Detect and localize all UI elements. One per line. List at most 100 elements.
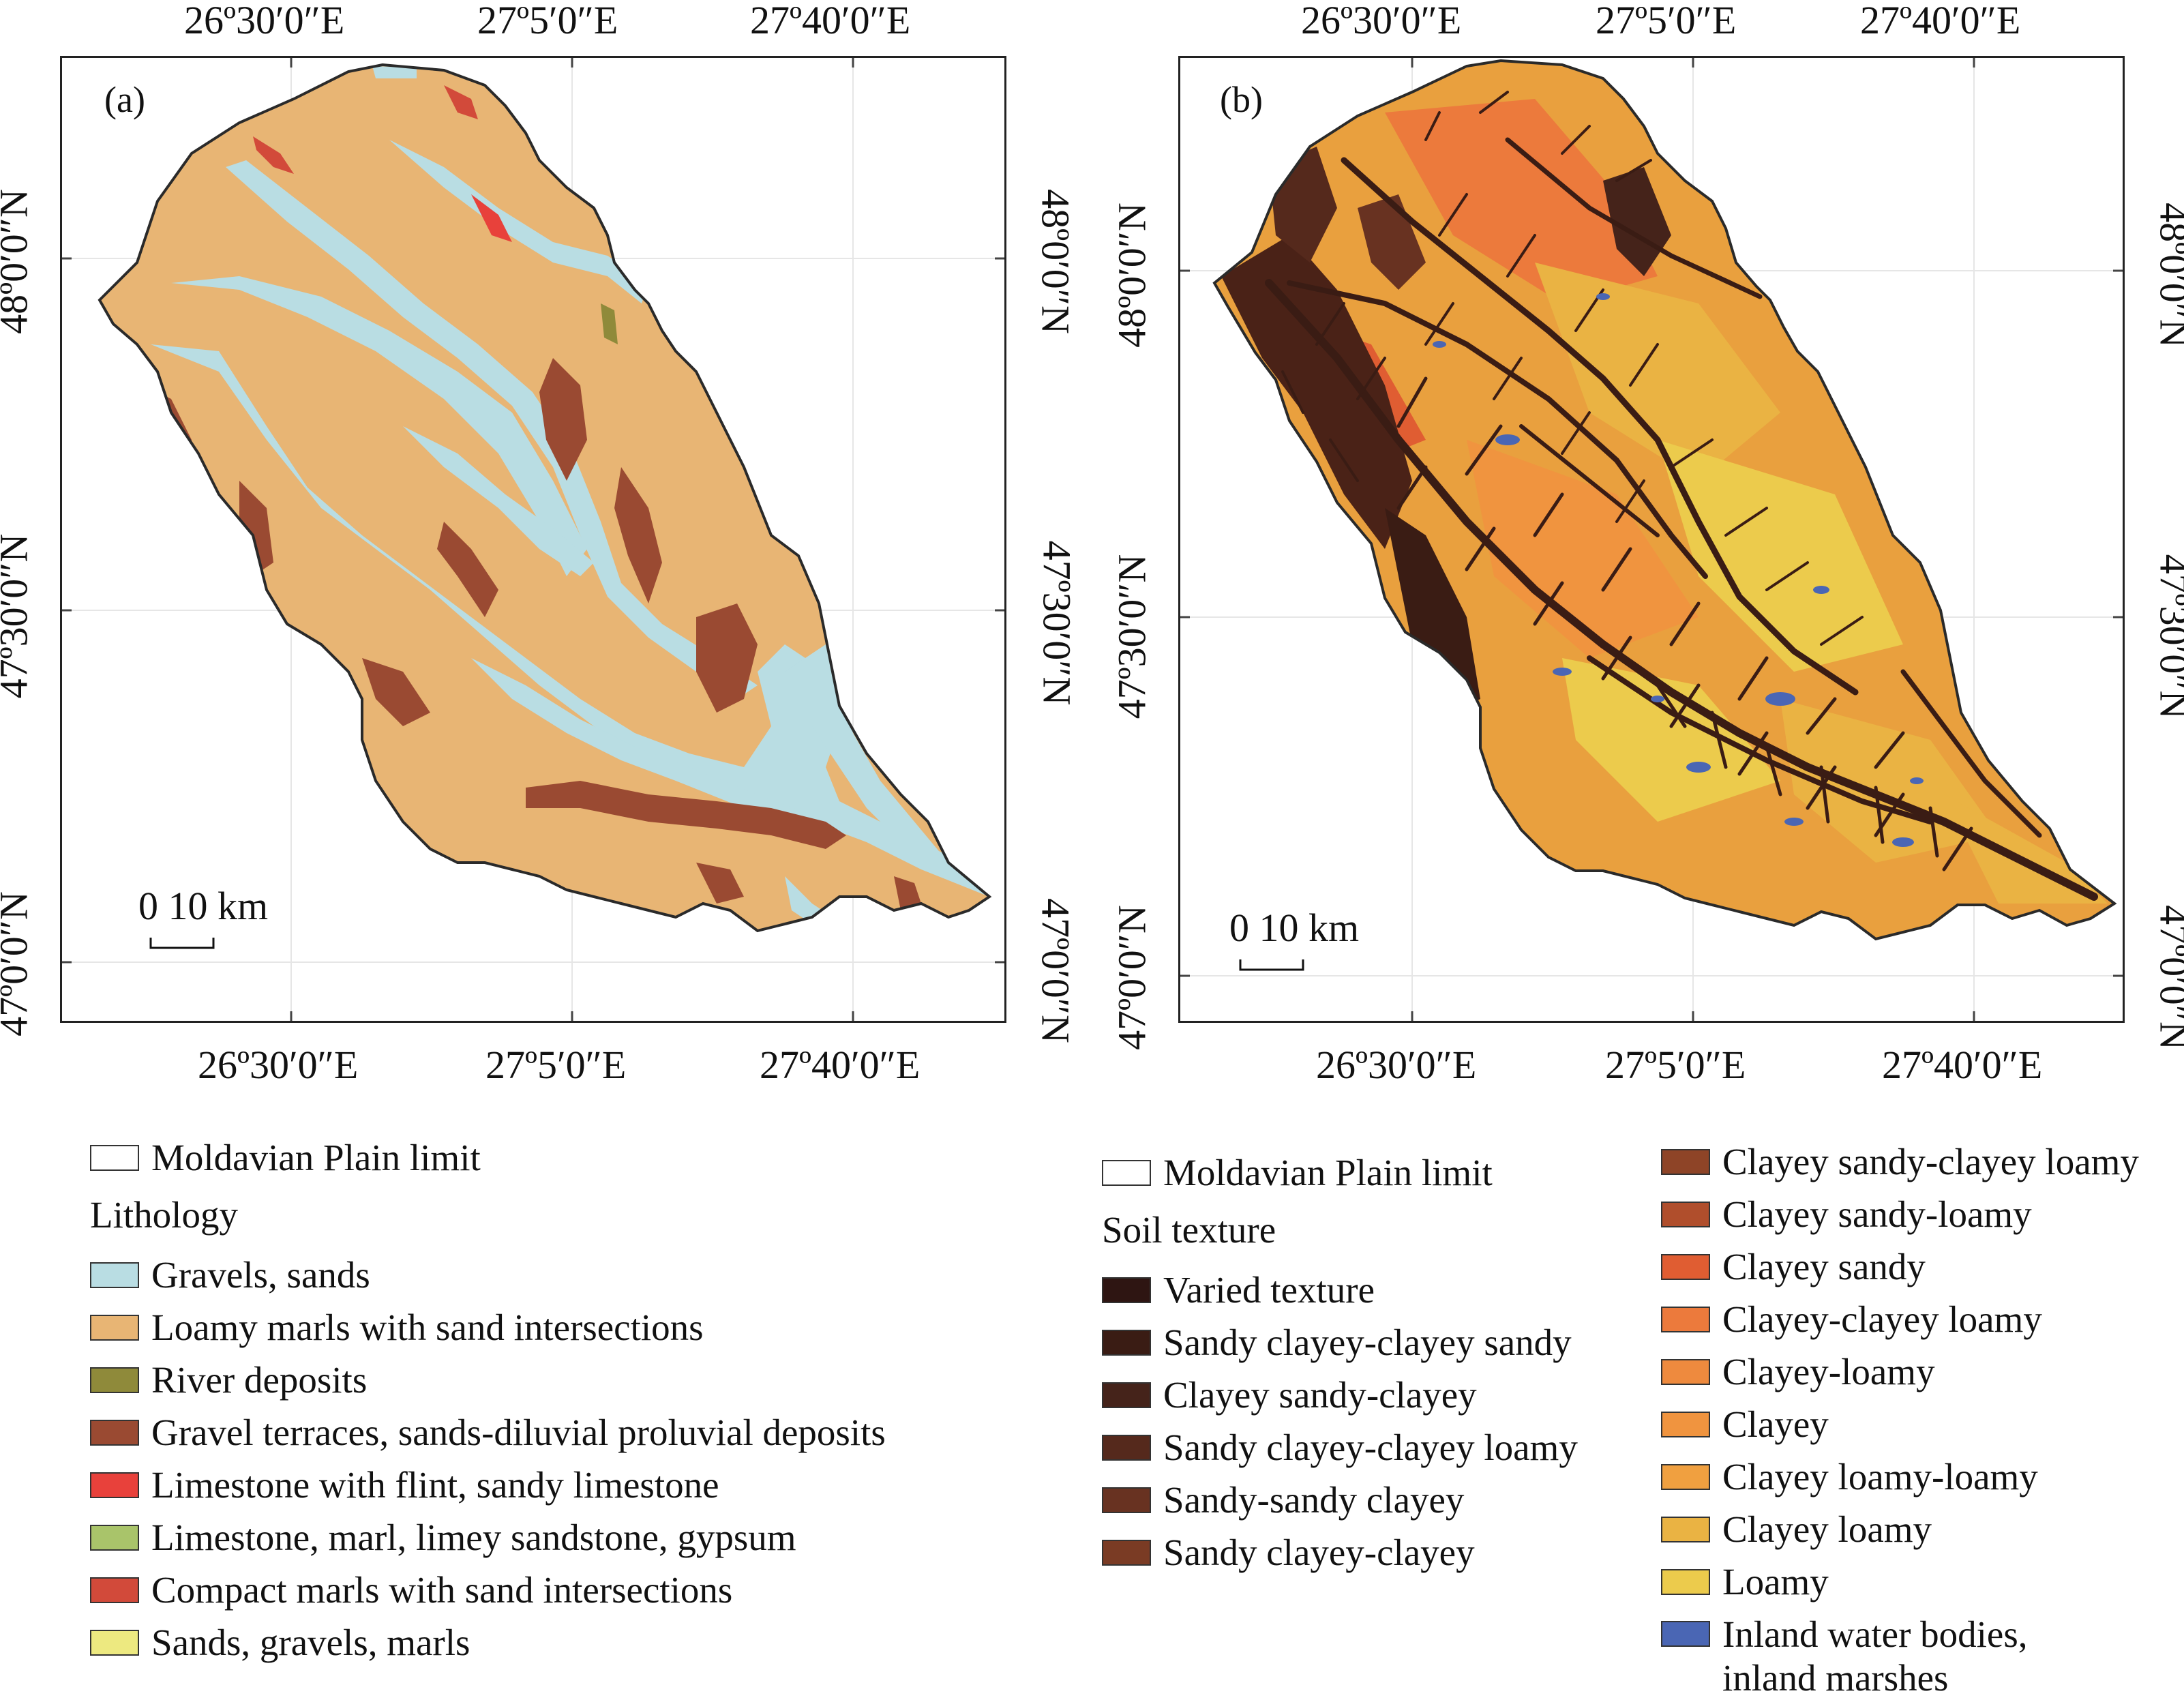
legend-label: Sandy-sandy clayey	[1163, 1478, 1464, 1521]
lon-label-bottom: 26º30′0″E	[1316, 1042, 1476, 1088]
legend-item: Clayey sandy-clayey loamy	[1661, 1140, 2139, 1183]
scale-bar-label: 0 10 km	[138, 883, 268, 929]
lon-label-bottom: 26º30′0″E	[198, 1042, 358, 1088]
legend-swatch	[1661, 1569, 1710, 1595]
legend-swatch	[1661, 1412, 1710, 1437]
legend-swatch	[1102, 1160, 1151, 1186]
legend-item: Inland water bodies, inland marshes	[1661, 1613, 2084, 1700]
legend-item: Sandy clayey-clayey loamy	[1102, 1426, 1578, 1469]
scale-bar	[151, 938, 213, 948]
legend-label: Moldavian Plain limit	[1163, 1151, 1493, 1194]
legend-label: Sandy clayey-clayey sandy	[1163, 1321, 1572, 1364]
lat-label-right: 47º30′0″N	[1034, 528, 1080, 719]
lon-label-top: 27º5′0″E	[477, 0, 618, 43]
lat-label-right: 47º0′0″N	[1033, 882, 1079, 1060]
lon-label-top: 26º30′0″E	[1301, 0, 1461, 43]
legend-label: Inland water bodies, inland marshes	[1722, 1613, 2050, 1700]
scale-bar	[1240, 959, 1303, 970]
legend-item-boundary: Moldavian Plain limit	[1102, 1151, 1493, 1194]
lon-label-bottom: 27º5′0″E	[485, 1042, 626, 1088]
legend-item: Clayey sandy-loamy	[1661, 1193, 2032, 1236]
lat-label-right: 48º0′0″N	[2151, 187, 2184, 364]
lat-label-left: 48º0′0″N	[1109, 187, 1155, 364]
legend-swatch	[90, 1420, 139, 1446]
legend-label: Clayey sandy-clayey loamy	[1722, 1140, 2139, 1183]
lat-label-left: 47º30′0″N	[0, 521, 37, 712]
legend-swatch	[90, 1145, 139, 1171]
legend-swatch	[1102, 1277, 1151, 1303]
legend-swatch	[1661, 1517, 1710, 1542]
legend-item: Loamy	[1661, 1560, 1829, 1603]
legend-label: Clayey-loamy	[1722, 1350, 1935, 1393]
legend-item: Sandy clayey-clayey	[1102, 1531, 1475, 1574]
legend-label: Sandy clayey-clayey	[1163, 1531, 1475, 1574]
legend-item: Limestone with flint, sandy limestone	[90, 1463, 719, 1506]
legend-swatch	[1102, 1540, 1151, 1566]
legend-swatch	[1102, 1435, 1151, 1461]
legend-label: Clayey sandy-clayey	[1163, 1373, 1477, 1416]
legend-swatch	[1661, 1202, 1710, 1227]
soil-texture-fill	[1180, 58, 2123, 1021]
legend-item: Gravel terraces, sands-diluvial proluvia…	[90, 1411, 886, 1454]
legend-swatch	[90, 1315, 139, 1341]
legend-item: Clayey	[1661, 1403, 1829, 1446]
legend-swatch	[90, 1367, 139, 1393]
lat-label-left: 47º0′0″N	[0, 876, 37, 1053]
legend-label: Loamy	[1722, 1560, 1829, 1603]
legend-item: Clayey sandy	[1661, 1245, 1926, 1288]
legend-swatch	[1661, 1307, 1710, 1332]
map-panel-a: (a) 0 10 km	[60, 56, 1006, 1023]
lon-label-top: 26º30′0″E	[184, 0, 344, 43]
legend-swatch	[1661, 1254, 1710, 1280]
legend-item: Clayey sandy-clayey	[1102, 1373, 1477, 1416]
lat-label-right: 47º0′0″N	[2151, 889, 2184, 1067]
legend-label: Clayey loamy-loamy	[1722, 1455, 2038, 1498]
lon-label-bottom: 27º40′0″E	[1882, 1042, 2042, 1088]
panel-label: (a)	[104, 78, 145, 121]
legend-item: Clayey-loamy	[1661, 1350, 1935, 1393]
legend-label: Gravel terraces, sands-diluvial proluvia…	[151, 1411, 886, 1454]
legend-label: Clayey loamy	[1722, 1508, 1932, 1551]
legend-label: Gravels, sands	[151, 1253, 370, 1296]
legend-item: Loamy marls with sand intersections	[90, 1306, 704, 1349]
scale-bar-label: 0 10 km	[1229, 905, 1359, 951]
map-panel-b: (b) 0 10 km	[1178, 56, 2125, 1023]
legend-label: Clayey sandy-loamy	[1722, 1193, 2032, 1236]
legend-label: River deposits	[151, 1358, 367, 1401]
lat-label-right: 47º30′0″N	[2151, 541, 2184, 732]
legend-label: Moldavian Plain limit	[151, 1136, 481, 1179]
lon-label-bottom: 27º40′0″E	[760, 1042, 920, 1088]
lat-label-left: 48º0′0″N	[0, 173, 37, 351]
legend-label: Sands, gravels, marls	[151, 1621, 470, 1664]
legend-item: Varied texture	[1102, 1268, 1375, 1311]
legend-swatch	[1661, 1149, 1710, 1175]
legend-label: Limestone with flint, sandy limestone	[151, 1463, 719, 1506]
legend-swatch	[90, 1525, 139, 1551]
legend-swatch	[1102, 1382, 1151, 1408]
lithology-fill	[62, 58, 1004, 1021]
legend-item: Sands, gravels, marls	[90, 1621, 470, 1664]
legend-swatch	[90, 1630, 139, 1656]
legend-title: Soil texture	[1102, 1208, 1276, 1251]
legend-item: Sandy-sandy clayey	[1102, 1478, 1464, 1521]
legend-item: Limestone, marl, limey sandstone, gypsum	[90, 1516, 796, 1559]
lon-label-top: 27º40′0″E	[1860, 0, 2020, 43]
legend-item: Compact marls with sand intersections	[90, 1568, 732, 1611]
legend-label: Clayey sandy	[1722, 1245, 1926, 1288]
lithology-map	[62, 58, 1004, 1021]
legend-label: Limestone, marl, limey sandstone, gypsum	[151, 1516, 796, 1559]
legend-label: Compact marls with sand intersections	[151, 1568, 732, 1611]
legend-swatch	[90, 1472, 139, 1498]
lon-label-top: 27º5′0″E	[1596, 0, 1736, 43]
legend-swatch	[1102, 1330, 1151, 1356]
legend-label: Clayey-clayey loamy	[1722, 1298, 2042, 1341]
legend-label: Sandy clayey-clayey loamy	[1163, 1426, 1578, 1469]
lat-label-right: 48º0′0″N	[1033, 173, 1079, 351]
legend-item: Clayey loamy-loamy	[1661, 1455, 2038, 1498]
legend-title: Lithology	[90, 1193, 238, 1236]
legend-swatch	[1661, 1359, 1710, 1385]
legend-label: Loamy marls with sand intersections	[151, 1306, 704, 1349]
legend-swatch	[90, 1262, 139, 1288]
legend-swatch	[1102, 1487, 1151, 1513]
lat-label-left: 47º0′0″N	[1109, 889, 1155, 1067]
